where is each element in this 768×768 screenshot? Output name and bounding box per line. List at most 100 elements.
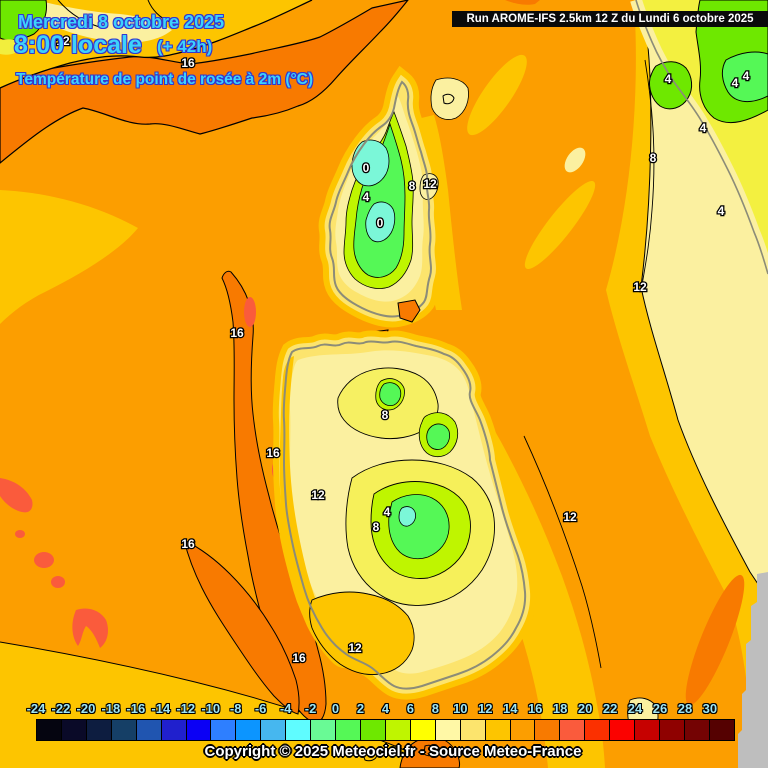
colorbar-cell--22 <box>61 720 87 740</box>
variable-label: Température de point de rosée à 2m (°C) <box>16 71 314 88</box>
colorbar-cell-28 <box>684 720 710 740</box>
contour-label-4: 4 <box>743 69 750 83</box>
colorbar-tick-label: 24 <box>627 701 643 716</box>
colorbar-tick-label: 8 <box>431 701 439 716</box>
southwest-warm-blob <box>183 539 300 715</box>
colorbar-tick-label: 4 <box>381 701 390 716</box>
contour-label-4: 4 <box>384 505 391 519</box>
colorbar-tick-label: 6 <box>406 701 415 716</box>
colorbar-tick-label: 28 <box>677 701 693 716</box>
west-warm-band <box>221 270 327 723</box>
colorbar-cell-14 <box>510 720 536 740</box>
colorbar-cell-26 <box>660 720 685 740</box>
contour-label-16: 16 <box>181 537 195 551</box>
nodata-region <box>738 572 768 768</box>
colorbar-tick-label: -2 <box>304 701 317 716</box>
colorbar-cell--10 <box>211 720 237 740</box>
colorbar-cell--20 <box>86 720 112 740</box>
contour-label-4: 4 <box>363 190 370 204</box>
date-label: Mercredi 8 octobre 2025 <box>18 12 225 32</box>
colorbar-tick-label: -6 <box>254 701 267 716</box>
colorbar-tick-label: 26 <box>652 701 668 716</box>
contour-label-16: 16 <box>292 651 306 665</box>
warm-red-patches <box>0 297 282 648</box>
colorbar-cell-0 <box>336 720 361 740</box>
warm-streak-southeast <box>685 574 745 706</box>
colorbar-tick-label: -22 <box>51 701 71 716</box>
colorbar-cell-6 <box>410 720 436 740</box>
contour-label-4: 4 <box>732 76 739 90</box>
colorbar-tick-label: -20 <box>76 701 96 716</box>
colorbar-cell-22 <box>610 720 636 740</box>
northwest-warm-tongue <box>0 0 409 164</box>
contour-label-8: 8 <box>409 179 416 193</box>
colorbar-tick-label: -24 <box>26 701 46 716</box>
contour-label-4: 4 <box>665 72 672 86</box>
france-coast <box>0 0 313 89</box>
contour-label-12: 12 <box>633 280 647 294</box>
colorbar-cell--2 <box>311 720 337 740</box>
contour-label-12: 12 <box>563 510 577 524</box>
colorbar-tick-label: 22 <box>602 701 618 716</box>
contour-label-16: 16 <box>266 446 280 460</box>
contour-label-16: 16 <box>181 56 195 70</box>
colorbar-tick-label: -18 <box>101 701 121 716</box>
run-info-bar: Run AROME-IFS 2.5km 12 Z du Lundi 6 octo… <box>452 11 768 27</box>
colorbar-cell--16 <box>136 720 162 740</box>
colorbar-tick-label: -10 <box>201 701 221 716</box>
colorbar-tick-label: -8 <box>229 701 242 716</box>
colorbar-tick-label: -4 <box>279 701 292 716</box>
forecast-offset-label: (+ 42h) <box>157 37 213 56</box>
colorbar-tick-label: 10 <box>453 701 468 716</box>
colorbar-cell--4 <box>286 720 312 740</box>
contour-label-4: 4 <box>700 121 707 135</box>
colorbar-cell--24 <box>37 720 62 740</box>
contour-8-line-italy-coastal <box>641 59 655 286</box>
local-time-label: 8:00 locale <box>14 31 142 59</box>
colorbar-tick-label: 0 <box>331 701 340 716</box>
colorbar-cell-20 <box>585 720 611 740</box>
colorbar-cell-12 <box>485 720 511 740</box>
run-info-text: Run AROME-IFS 2.5km 12 Z du Lundi 6 octo… <box>466 13 754 25</box>
colorbar <box>36 719 735 741</box>
colorbar-cell-10 <box>460 720 486 740</box>
contour-label-4: 4 <box>718 204 725 218</box>
colorbar-cell-24 <box>635 720 661 740</box>
colorbar-tick-label: -12 <box>176 701 196 716</box>
contour-label-12: 12 <box>311 488 325 502</box>
colorbar-tick-label: 20 <box>577 701 593 716</box>
colorbar-tick-label: 2 <box>356 701 365 716</box>
colorbar-cell-16 <box>535 720 561 740</box>
corsica-island <box>318 65 469 328</box>
colorbar-cell-18 <box>560 720 586 740</box>
copyright-label: Copyright © 2025 Meteociel.fr - Source M… <box>204 743 582 760</box>
colorbar-cell--8 <box>236 720 262 740</box>
sardinia-island <box>272 330 537 700</box>
colorbar-tick-label: 12 <box>478 701 493 716</box>
colorbar-tick-label: 30 <box>702 701 718 716</box>
colorbar-cell-2 <box>360 720 386 740</box>
colorbar-cell--18 <box>111 720 137 740</box>
contour-label-12: 12 <box>56 34 70 48</box>
colorbar-cell--12 <box>186 720 212 740</box>
colorbar-tick-label: -14 <box>151 701 171 716</box>
colorbar-tick-label: -16 <box>126 701 146 716</box>
contour-label-8: 8 <box>382 408 389 422</box>
contour-label-8: 8 <box>373 520 380 534</box>
contour-label-12: 12 <box>348 641 362 655</box>
colorbar-cell--6 <box>261 720 287 740</box>
contour-label-12: 12 <box>423 177 437 191</box>
contour-label-16: 16 <box>230 326 244 340</box>
contour-12-line <box>640 27 763 591</box>
contour-label-0: 0 <box>363 161 370 175</box>
colorbar-cell-8 <box>435 720 461 740</box>
warm-patch-top-strip <box>505 0 540 5</box>
colorbar-cell-30 <box>709 720 734 740</box>
contour-label-8: 8 <box>650 151 657 165</box>
gold-swirl-west <box>0 190 138 324</box>
northeast-sea-wisps <box>467 54 596 269</box>
contour-line-east-sardinia <box>523 435 602 669</box>
